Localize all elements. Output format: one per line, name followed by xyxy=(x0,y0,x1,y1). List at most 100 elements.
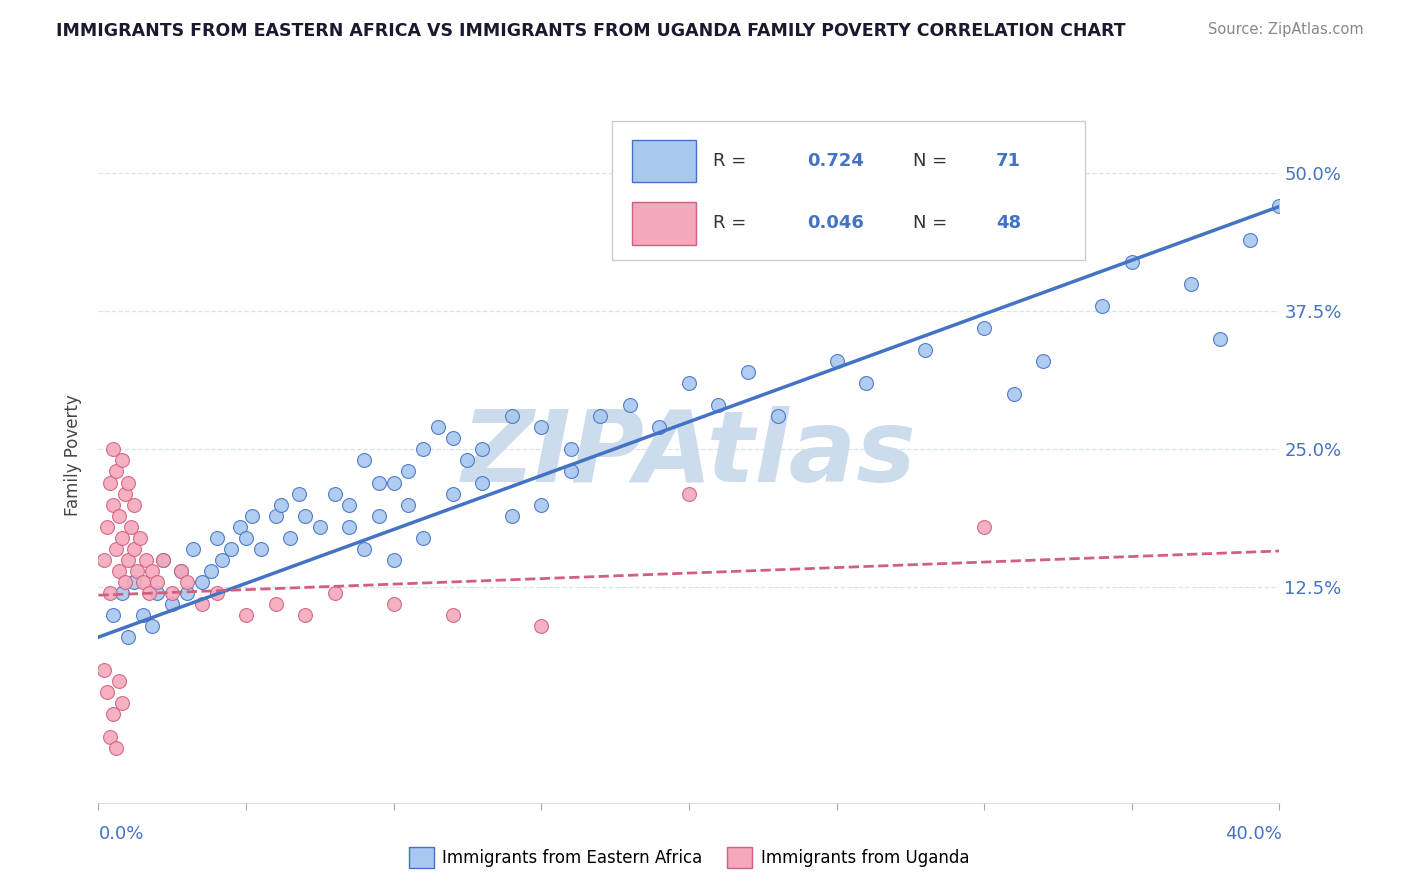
Point xyxy=(117,553,139,567)
Point xyxy=(250,541,273,556)
Point xyxy=(111,453,134,467)
Point xyxy=(117,475,139,490)
Text: 0.724: 0.724 xyxy=(807,152,863,169)
Point xyxy=(98,475,121,490)
Point xyxy=(678,486,700,500)
Point xyxy=(170,564,193,578)
Text: 40.0%: 40.0% xyxy=(1226,825,1282,843)
Point xyxy=(396,498,419,512)
Point xyxy=(98,586,121,600)
Point xyxy=(103,707,125,722)
Point xyxy=(339,519,360,533)
Point xyxy=(152,553,174,567)
Point xyxy=(323,486,346,500)
Point xyxy=(288,486,311,500)
Point xyxy=(441,486,464,500)
Point xyxy=(353,541,375,556)
Point xyxy=(117,630,139,644)
Point xyxy=(111,697,134,711)
Point xyxy=(825,354,848,368)
Point xyxy=(135,553,157,567)
Point xyxy=(353,453,375,467)
Point xyxy=(456,453,478,467)
Point xyxy=(98,730,121,744)
Text: ZIPAtlas: ZIPAtlas xyxy=(461,407,917,503)
Point xyxy=(530,420,553,434)
Point xyxy=(103,442,125,457)
Point xyxy=(339,498,360,512)
Point xyxy=(560,442,582,457)
Point xyxy=(114,486,136,500)
Text: R =: R = xyxy=(713,214,752,232)
Text: Source: ZipAtlas.com: Source: ZipAtlas.com xyxy=(1208,22,1364,37)
Point xyxy=(382,475,405,490)
Point xyxy=(412,442,434,457)
Point xyxy=(181,541,204,556)
Text: 48: 48 xyxy=(995,214,1021,232)
Point xyxy=(501,409,523,424)
Point xyxy=(103,608,125,623)
Point xyxy=(441,608,464,623)
Point xyxy=(138,586,160,600)
Point xyxy=(471,475,494,490)
Point xyxy=(1032,354,1054,368)
Point xyxy=(1002,387,1025,401)
Point xyxy=(309,519,332,533)
Point xyxy=(368,508,391,523)
FancyBboxPatch shape xyxy=(633,140,696,182)
Point xyxy=(294,608,316,623)
Point xyxy=(973,519,995,533)
Y-axis label: Family Poverty: Family Poverty xyxy=(65,394,83,516)
Point xyxy=(530,619,553,633)
Point xyxy=(96,685,118,699)
Text: 0.0%: 0.0% xyxy=(98,825,143,843)
Legend: Immigrants from Eastern Africa, Immigrants from Uganda: Immigrants from Eastern Africa, Immigran… xyxy=(402,841,976,874)
Point xyxy=(211,553,233,567)
Point xyxy=(1209,332,1232,346)
Point xyxy=(108,508,131,523)
Point xyxy=(560,465,582,479)
Point xyxy=(176,586,198,600)
Point xyxy=(264,508,287,523)
Point xyxy=(114,574,136,589)
Point xyxy=(146,586,169,600)
Point xyxy=(737,365,759,379)
Point xyxy=(441,431,464,445)
Point xyxy=(707,398,730,412)
Point xyxy=(122,541,145,556)
Point xyxy=(162,597,183,611)
Point xyxy=(125,564,148,578)
Point xyxy=(530,498,553,512)
Point xyxy=(368,475,391,490)
Text: 71: 71 xyxy=(995,152,1021,169)
Point xyxy=(235,531,257,545)
Point xyxy=(229,519,252,533)
Point xyxy=(278,531,302,545)
Point xyxy=(103,498,125,512)
Point xyxy=(396,465,419,479)
Point xyxy=(205,531,228,545)
Point xyxy=(93,663,115,677)
Point xyxy=(471,442,494,457)
Point xyxy=(120,519,142,533)
Point xyxy=(132,574,155,589)
Point xyxy=(427,420,450,434)
Point xyxy=(240,508,263,523)
Point xyxy=(111,586,134,600)
Point xyxy=(973,321,995,335)
Point xyxy=(1180,277,1202,291)
FancyBboxPatch shape xyxy=(612,121,1084,260)
Text: N =: N = xyxy=(914,214,953,232)
Point xyxy=(766,409,789,424)
Point xyxy=(294,508,316,523)
Point xyxy=(152,553,174,567)
Point xyxy=(264,597,287,611)
Point xyxy=(141,564,163,578)
Point xyxy=(170,564,193,578)
Point xyxy=(855,376,877,391)
Point xyxy=(108,564,131,578)
Point xyxy=(589,409,612,424)
Point xyxy=(132,608,155,623)
Point xyxy=(1091,299,1114,313)
Point xyxy=(128,531,150,545)
